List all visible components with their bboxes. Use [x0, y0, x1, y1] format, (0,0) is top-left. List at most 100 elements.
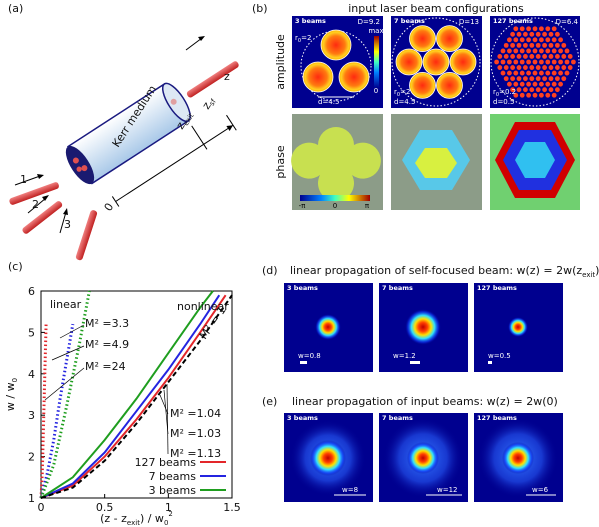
- beam: [513, 81, 519, 87]
- beam: [500, 48, 506, 54]
- panel-label: (a): [8, 2, 23, 15]
- beam: [510, 42, 515, 48]
- beam: [519, 81, 525, 87]
- beam: [516, 54, 522, 59]
- beam: [561, 42, 567, 48]
- beam: [564, 59, 570, 65]
- leader: [166, 383, 169, 455]
- width-label: w=8: [342, 486, 358, 494]
- title-end: ): [595, 264, 599, 277]
- beam: [519, 70, 525, 76]
- beam: [519, 59, 525, 65]
- beam: [539, 26, 544, 32]
- tile-title: 127 beams: [477, 414, 517, 422]
- bar-label: -π: [299, 202, 307, 210]
- r0-main: r: [295, 34, 298, 42]
- series-line: [40, 294, 221, 499]
- beam: [523, 54, 528, 59]
- beam: [551, 37, 557, 43]
- beam: [507, 48, 512, 54]
- r0-sub: 0: [397, 92, 400, 98]
- width-label: w=6: [532, 486, 549, 494]
- beam: [532, 48, 538, 54]
- beam: [551, 92, 557, 98]
- beam: [500, 70, 506, 76]
- diameter: D=9.2: [358, 18, 380, 26]
- beam: [545, 48, 551, 54]
- beam: [507, 70, 512, 76]
- beam: [436, 25, 463, 53]
- beam: [523, 76, 528, 82]
- beam: [510, 87, 515, 93]
- series-line: [40, 290, 214, 499]
- beam: [545, 92, 551, 98]
- beam: [545, 59, 551, 65]
- beam: [529, 65, 535, 70]
- beam: [542, 54, 547, 59]
- label-part: exit: [127, 519, 140, 527]
- x-tick-label: 0: [38, 501, 45, 514]
- beam: [526, 70, 531, 76]
- panel-title: input laser beam configurations: [348, 2, 524, 15]
- beam: [539, 59, 544, 65]
- beam: [526, 26, 531, 32]
- beam: [551, 70, 557, 76]
- title-sub: exit: [582, 271, 595, 279]
- r0-main: r: [394, 88, 397, 96]
- beam: [571, 59, 576, 65]
- beam: [558, 81, 563, 87]
- beam: [532, 70, 538, 76]
- tile-title: 3 beams: [287, 414, 318, 422]
- bar-label: 0: [374, 87, 378, 95]
- beam: [507, 37, 512, 43]
- beam: [548, 31, 554, 37]
- label-part: 0: [164, 519, 168, 527]
- bar-label: π: [365, 202, 370, 210]
- beam: [545, 26, 551, 32]
- beam: [449, 48, 477, 76]
- beam: [542, 65, 547, 70]
- beam: [422, 48, 450, 76]
- beam: [523, 31, 528, 37]
- beam: [542, 31, 547, 37]
- label-part: w / w: [4, 382, 17, 411]
- beam: [539, 81, 544, 87]
- beam: [409, 25, 436, 53]
- z-sf: zsf: [200, 94, 219, 112]
- beam: [545, 81, 551, 87]
- panel-title: linear propagation of input beams: w(z) …: [292, 395, 558, 408]
- leader: [51, 345, 85, 361]
- tile-title: 7 beams: [394, 17, 425, 25]
- beam: [516, 42, 522, 48]
- beam: [539, 70, 544, 76]
- y-tick-label: 2: [28, 451, 35, 464]
- beam-number: 3: [64, 218, 71, 231]
- beam: [539, 37, 544, 43]
- beam: [503, 76, 509, 82]
- beam: [529, 87, 535, 93]
- beam: [548, 54, 554, 59]
- beam: [529, 31, 535, 37]
- origin: 0: [102, 201, 117, 214]
- panel-b: (b) input laser beam configurations ampl…: [252, 2, 580, 210]
- annotation: M² =1.13: [170, 447, 221, 460]
- beam-number: 2: [32, 198, 39, 211]
- beam: [523, 65, 528, 70]
- axis-z: z: [224, 70, 230, 83]
- beam: [555, 31, 560, 37]
- beam: [519, 48, 525, 54]
- z-sub: sf: [208, 97, 218, 107]
- beam: [555, 87, 560, 93]
- beam: [532, 92, 538, 98]
- width-label: w=0.8: [298, 352, 321, 360]
- beam: [513, 59, 519, 65]
- beam: [551, 81, 557, 87]
- beam: [542, 76, 547, 82]
- y-tick-label: 1: [28, 492, 35, 505]
- beam: [535, 76, 541, 82]
- beam: [529, 76, 535, 82]
- series-line: [40, 294, 227, 499]
- beam: [535, 31, 541, 37]
